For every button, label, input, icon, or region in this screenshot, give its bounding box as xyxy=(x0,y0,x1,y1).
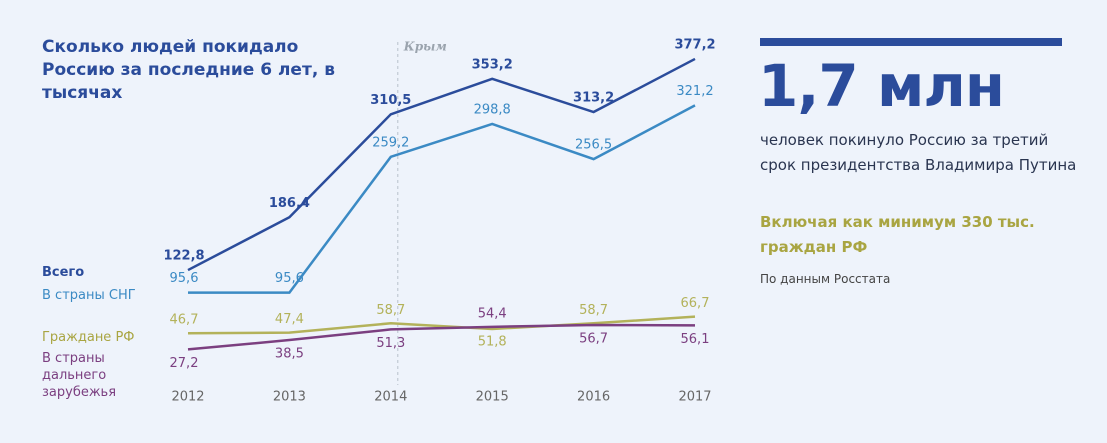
value-label: 58,7 xyxy=(376,303,405,318)
value-label: 259,2 xyxy=(372,135,409,150)
line xyxy=(187,323,696,351)
value-label: 51,3 xyxy=(376,336,405,351)
x-tick-label: 2014 xyxy=(374,390,407,405)
legend-entry: В страны дальнего зарубежья xyxy=(42,351,117,400)
value-label: 377,2 xyxy=(674,37,715,52)
value-label: 353,2 xyxy=(472,57,513,72)
x-tick-label: 2012 xyxy=(171,390,204,405)
value-label: 54,4 xyxy=(478,306,507,321)
value-label: 56,1 xyxy=(681,332,710,347)
value-label: 27,2 xyxy=(170,356,199,371)
x-tick-label: 2016 xyxy=(577,390,610,405)
source: По данным Росстата xyxy=(760,272,891,286)
legend-entry: В страны СНГ xyxy=(42,288,136,303)
value-label: 186,4 xyxy=(269,196,310,211)
chart-title: Сколько людей покидало Россию за последн… xyxy=(42,37,335,103)
annotation: Крым xyxy=(403,40,447,54)
line xyxy=(187,57,696,272)
value-label: 313,2 xyxy=(573,91,614,106)
value-label: 51,8 xyxy=(478,335,507,350)
x-tick-label: 2013 xyxy=(273,390,306,405)
line xyxy=(187,315,696,335)
value-label: 58,7 xyxy=(579,303,608,318)
legend-entry: Всего xyxy=(42,265,85,280)
value-label: 122,8 xyxy=(163,249,204,264)
line xyxy=(188,104,696,294)
value-label: 38,5 xyxy=(275,347,304,362)
highlight: Включая как минимум 330 тыс. граждан РФ xyxy=(760,213,1035,256)
value-label: 47,4 xyxy=(275,312,304,327)
value-label: 46,7 xyxy=(170,313,199,328)
value-label: 298,8 xyxy=(474,102,511,117)
x-tick-label: 2017 xyxy=(678,390,711,405)
value-label: 321,2 xyxy=(676,84,713,99)
legend-entry: Граждане РФ xyxy=(42,330,135,345)
value-label: 56,7 xyxy=(579,331,608,346)
accent-bar xyxy=(760,38,1062,46)
value-label: 66,7 xyxy=(681,296,710,311)
value-label: 310,5 xyxy=(370,93,411,108)
description: человек покинуло Россию за третий срок п… xyxy=(760,131,1077,174)
x-tick-label: 2015 xyxy=(476,390,509,405)
value-label: 256,5 xyxy=(575,138,612,153)
value-label: 95,6 xyxy=(275,271,304,286)
value-label: 95,6 xyxy=(170,271,199,286)
headline: 1,7 млн xyxy=(758,52,1005,120)
